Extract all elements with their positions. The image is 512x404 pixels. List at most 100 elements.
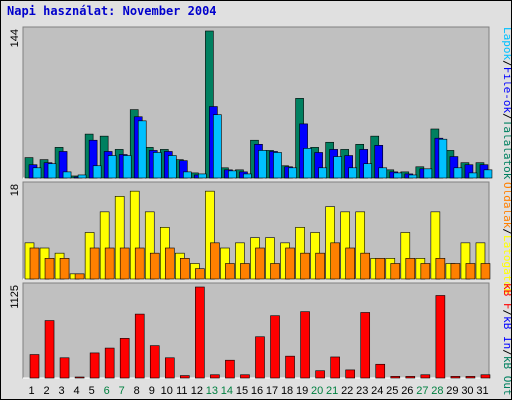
bar-kb-out-day-13 [210,374,220,379]
panel-1: 144 [9,26,493,179]
bar-oldalak-day-26 [405,258,416,280]
x-tick-label-25: 25 [386,385,398,397]
legend-item: / [501,113,511,120]
bar-oldalak-day-2 [44,258,55,280]
bar-kb-out-day-14 [225,359,235,379]
x-tick-label-14: 14 [221,385,233,397]
bar-kb-out-day-27 [420,374,431,379]
bar-oldalak-day-14 [225,263,235,280]
y-max-label: 18 [9,184,21,196]
bar-l-togat-k-day-8 [129,190,140,280]
bar-l-togat-k-day-15 [235,242,245,280]
bar-kb-out-day-11 [180,375,190,379]
legend-1: Lapok/File-ok/Találatok [501,27,511,180]
bar-kb-out-day-26 [405,376,416,379]
bar-kb-out-day-25 [390,376,401,379]
y-max-label: 144 [9,29,21,47]
x-tick-label-7: 7 [119,385,125,397]
bar-l-togat-k-day-23 [355,211,366,280]
bar-oldalak-day-23 [360,252,371,280]
bar-kb-out-day-30 [465,376,476,379]
bar-l-togat-k-day-13 [205,190,215,280]
bar-oldalak-day-10 [164,247,175,280]
x-tick-label-30: 30 [461,385,473,397]
bar-l-togat-k-day-9 [144,211,155,280]
bar-oldalak-day-11 [180,258,190,280]
x-tick-label-19: 19 [296,385,308,397]
bar-oldalak-day-1 [29,247,40,280]
legend-item: kB Out [501,356,511,396]
legend-item: / [501,310,511,317]
bar-lapok-day-2 [47,163,57,179]
bar-oldalak-day-21 [330,242,340,280]
bar-lapok-day-23 [363,163,373,179]
x-tick-label-17: 17 [266,385,278,397]
bar-lapok-day-5 [92,165,102,179]
bar-kb-out-day-10 [164,357,175,379]
bar-l-togat-k-day-6 [99,211,110,280]
bar-lapok-day-11 [183,171,192,179]
panel-2: 18 [9,181,491,280]
bar-oldalak-day-19 [300,252,310,280]
bar-l-togat-k-day-17 [265,237,275,280]
x-tick-label-1: 1 [28,385,34,397]
x-tick-label-26: 26 [401,385,413,397]
bar-kb-out-day-15 [240,374,250,379]
bar-kb-out-day-20 [315,370,325,379]
legend-item: / [501,349,511,356]
bar-lapok-day-1 [32,167,42,179]
x-tick-label-13: 13 [206,385,218,397]
x-tick-label-27: 27 [416,385,428,397]
bar-oldalak-day-24 [375,258,386,280]
bar-oldalak-day-8 [134,247,145,280]
bar-lapok-day-15 [243,173,252,179]
bar-kb-out-day-7 [119,338,130,379]
bar-lapok-day-16 [258,150,267,179]
bar-lapok-day-3 [62,171,72,179]
bar-l-togat-k-day-28 [430,211,441,280]
bar-lapok-day-26 [408,174,418,179]
bar-kb-out-day-12 [195,286,205,379]
x-tick-label-2: 2 [43,385,49,397]
legend-item: Látogatók [501,235,511,295]
bar-kb-out-day-1 [29,354,40,379]
bar-kb-out-day-29 [450,376,461,379]
legend-item: Lapok [501,27,511,60]
bar-oldalak-day-4 [74,273,85,280]
bar-lapok-day-4 [77,174,87,179]
legend-item: / [501,60,511,67]
bar-lapok-day-29 [453,167,463,179]
bar-lapok-day-8 [137,120,147,179]
bar-oldalak-day-28 [435,258,446,280]
legend-item: Oldalak [501,182,511,229]
x-tick-label-8: 8 [134,385,140,397]
bar-lapok-day-17 [273,152,282,179]
bar-lapok-day-22 [348,167,357,179]
legend-item: Találatok [501,120,511,180]
x-tick-label-16: 16 [251,385,263,397]
x-tick-label-15: 15 [236,385,248,397]
x-tick-label-12: 12 [191,385,203,397]
x-tick-label-29: 29 [446,385,458,397]
bar-lapok-day-20 [318,167,327,179]
bar-lapok-day-31 [483,169,493,179]
bar-oldalak-day-27 [420,263,431,280]
bar-l-togat-k-day-31 [475,242,486,280]
bar-oldalak-day-18 [285,247,295,280]
x-tick-label-23: 23 [356,385,368,397]
bar-kb-out-day-8 [134,313,145,379]
bar-l-togat-k-day-26 [400,232,411,280]
y-max-label: 1125 [9,285,21,309]
bar-lapok-day-10 [167,155,177,179]
bar-lapok-day-27 [423,168,433,179]
bar-lapok-day-6 [107,155,117,179]
bar-kb-out-day-19 [300,311,310,379]
bar-lapok-day-21 [333,156,342,179]
bar-oldalak-day-6 [104,247,115,280]
bar-oldalak-day-7 [119,247,130,280]
bar-oldalak-day-20 [315,252,325,280]
x-tick-label-20: 20 [311,385,323,397]
bar-lapok-day-7 [122,155,132,179]
bar-lapok-day-9 [152,152,162,179]
bar-kb-out-day-5 [89,352,100,379]
